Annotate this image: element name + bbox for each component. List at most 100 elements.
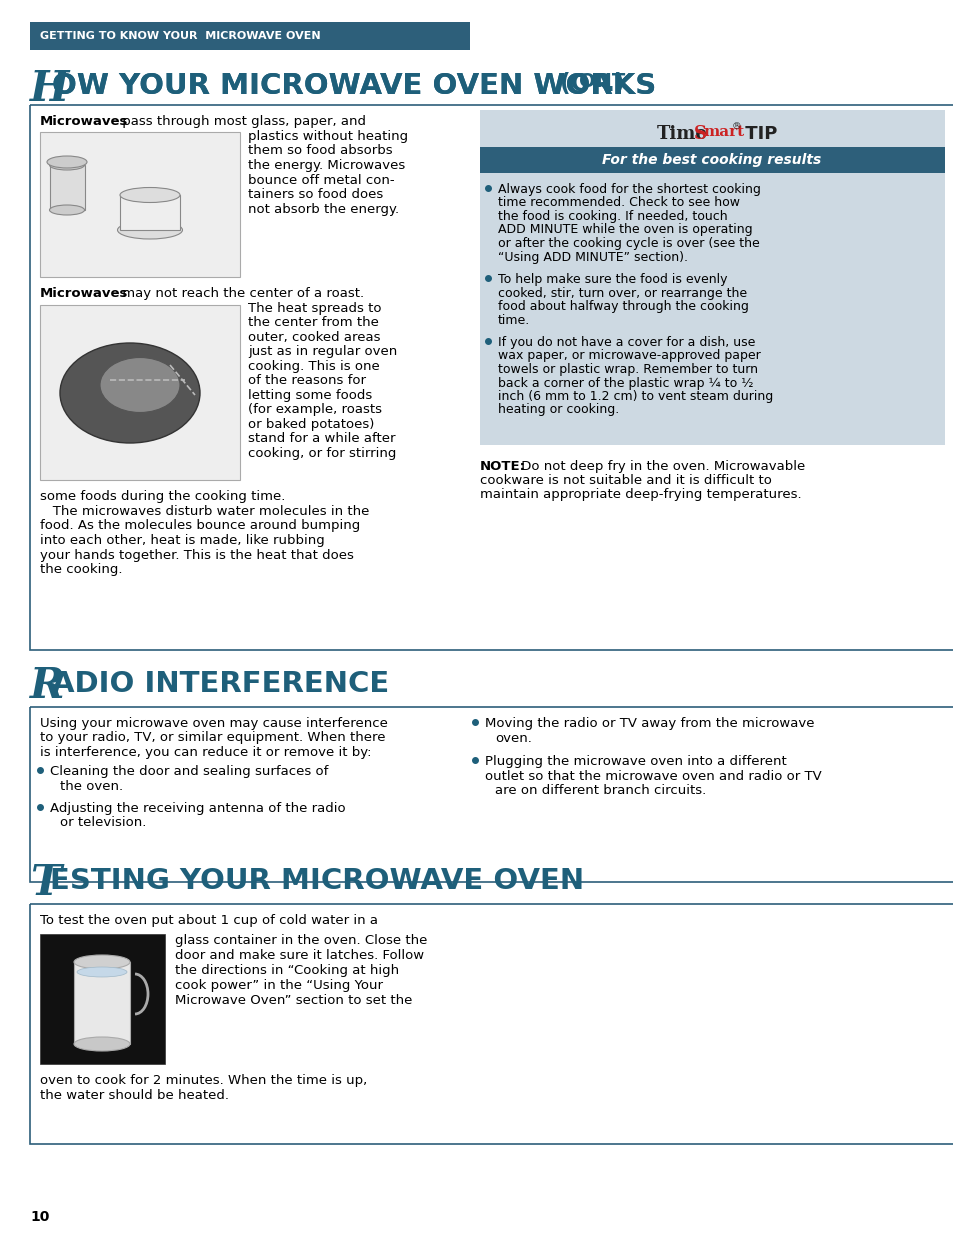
Ellipse shape (50, 205, 85, 215)
Text: into each other, heat is made, like rubbing: into each other, heat is made, like rubb… (40, 534, 324, 547)
Bar (479, 110, 944, 445)
Text: or after the cooking cycle is over (see the: or after the cooking cycle is over (see … (497, 237, 759, 249)
Text: ADD MINUTE while the oven is operating: ADD MINUTE while the oven is operating (497, 224, 752, 236)
Bar (120, 195, 180, 230)
Text: T: T (30, 862, 61, 904)
Text: towels or plastic wrap. Remember to turn: towels or plastic wrap. Remember to turn (497, 363, 758, 375)
Text: cooked, stir, turn over, or rearrange the: cooked, stir, turn over, or rearrange th… (497, 287, 746, 300)
Text: (for example, roasts: (for example, roasts (248, 404, 381, 416)
Text: your hands together. This is the heat that does: your hands together. This is the heat th… (40, 548, 354, 562)
Text: OW YOUR MICROWAVE OVEN WORKS: OW YOUR MICROWAVE OVEN WORKS (52, 72, 656, 100)
Text: heating or cooking.: heating or cooking. (497, 404, 618, 416)
Text: Microwave Oven” section to set the: Microwave Oven” section to set the (174, 994, 412, 1007)
Text: cooking, or for stirring: cooking, or for stirring (248, 447, 395, 459)
Text: OW YOUR MICROWAVE OVEN WORKS: OW YOUR MICROWAVE OVEN WORKS (52, 72, 656, 100)
Text: Microwaves: Microwaves (40, 287, 129, 300)
Text: time recommended. Check to see how: time recommended. Check to see how (497, 196, 740, 210)
Ellipse shape (74, 1037, 130, 1051)
Text: the water should be heated.: the water should be heated. (40, 1089, 229, 1102)
Text: to your radio, TV, or similar equipment. When there: to your radio, TV, or similar equipment.… (40, 731, 385, 745)
Text: (C: (C (559, 72, 587, 96)
Text: letting some foods: letting some foods (248, 389, 372, 403)
Text: Using your microwave oven may cause interference: Using your microwave oven may cause inte… (40, 718, 388, 730)
Bar (30, 105, 953, 650)
Bar (30, 22, 470, 49)
Text: just as in regular oven: just as in regular oven (248, 346, 396, 358)
Text: Adjusting the receiving antenna of the radio: Adjusting the receiving antenna of the r… (50, 802, 345, 815)
Text: the energy. Microwaves: the energy. Microwaves (248, 159, 405, 172)
Bar (50, 165, 85, 210)
Text: 10: 10 (30, 1210, 50, 1224)
Text: ESTING YOUR MICROWAVE OVEN: ESTING YOUR MICROWAVE OVEN (50, 867, 583, 895)
Text: wax paper, or microwave-approved paper: wax paper, or microwave-approved paper (497, 350, 760, 363)
Text: “Using ADD MINUTE” section).: “Using ADD MINUTE” section). (497, 251, 687, 263)
Text: bounce off metal con-: bounce off metal con- (248, 173, 395, 186)
Text: cook power” in the “Using Your: cook power” in the “Using Your (174, 979, 382, 992)
Text: Do not deep fry in the oven. Microwavable: Do not deep fry in the oven. Microwavabl… (517, 459, 804, 473)
Text: back a corner of the plastic wrap ¼ to ½: back a corner of the plastic wrap ¼ to ½ (497, 377, 753, 389)
Text: glass container in the oven. Close the: glass container in the oven. Close the (174, 934, 427, 947)
Text: cookware is not suitable and it is difficult to: cookware is not suitable and it is diffi… (479, 474, 771, 487)
Text: Cleaning the door and sealing surfaces of: Cleaning the door and sealing surfaces o… (50, 764, 328, 778)
Text: H: H (30, 68, 70, 110)
Text: cooking. This is one: cooking. This is one (248, 359, 379, 373)
Text: The heat spreads to: The heat spreads to (248, 303, 381, 315)
Text: food about halfway through the cooking: food about halfway through the cooking (497, 300, 748, 312)
Text: some foods during the cooking time.: some foods during the cooking time. (40, 490, 285, 503)
Text: of the reasons for: of the reasons for (248, 374, 366, 388)
Text: mart: mart (703, 125, 744, 140)
Bar (30, 706, 953, 882)
Text: is interference, you can reduce it or remove it by:: is interference, you can reduce it or re… (40, 746, 371, 760)
Ellipse shape (47, 156, 87, 168)
Text: door and make sure it latches. Follow: door and make sure it latches. Follow (174, 948, 424, 962)
Text: ®: ® (731, 122, 741, 131)
Ellipse shape (100, 357, 180, 412)
Bar (479, 147, 944, 173)
Text: outlet so that the microwave oven and radio or TV: outlet so that the microwave oven and ra… (484, 769, 821, 783)
Text: NOTE:: NOTE: (479, 459, 525, 473)
Text: the directions in “Cooking at high: the directions in “Cooking at high (174, 965, 398, 977)
Text: not absorb the energy.: not absorb the energy. (248, 203, 398, 215)
Text: The microwaves disturb water molecules in the: The microwaves disturb water molecules i… (40, 505, 369, 517)
Text: Time: Time (657, 125, 707, 143)
Bar (30, 904, 953, 1144)
Text: To help make sure the food is evenly: To help make sure the food is evenly (497, 273, 727, 287)
Text: Moving the radio or TV away from the microwave: Moving the radio or TV away from the mic… (484, 718, 814, 730)
Bar (40, 132, 240, 277)
Bar (40, 934, 165, 1065)
Bar (74, 962, 130, 1044)
Text: the center from the: the center from the (248, 316, 378, 330)
Text: outer, cooked areas: outer, cooked areas (248, 331, 380, 345)
Text: the cooking.: the cooking. (40, 563, 122, 576)
Text: them so food absorbs: them so food absorbs (248, 144, 393, 158)
Text: stand for a while after: stand for a while after (248, 432, 395, 446)
Text: inch (6 mm to 1.2 cm) to vent steam during: inch (6 mm to 1.2 cm) to vent steam duri… (497, 390, 773, 403)
Bar (40, 305, 240, 480)
Text: food. As the molecules bounce around bumping: food. As the molecules bounce around bum… (40, 520, 360, 532)
Ellipse shape (117, 221, 182, 240)
Text: For the best cooking results: For the best cooking results (601, 153, 821, 167)
Text: oven to cook for 2 minutes. When the time is up,: oven to cook for 2 minutes. When the tim… (40, 1074, 367, 1087)
Ellipse shape (74, 955, 130, 969)
Text: may not reach the center of a roast.: may not reach the center of a roast. (118, 287, 364, 300)
Ellipse shape (77, 967, 127, 977)
Text: maintain appropriate deep-frying temperatures.: maintain appropriate deep-frying tempera… (479, 488, 801, 501)
Text: time.: time. (497, 314, 530, 326)
Text: oven.: oven. (495, 731, 532, 745)
Text: pass through most glass, paper, and: pass through most glass, paper, and (118, 115, 366, 128)
Text: S: S (693, 125, 706, 143)
Text: ONT: ONT (578, 72, 624, 91)
Text: the oven.: the oven. (60, 779, 123, 793)
Ellipse shape (120, 188, 180, 203)
Ellipse shape (50, 161, 85, 170)
Text: To test the oven put about 1 cup of cold water in a: To test the oven put about 1 cup of cold… (40, 914, 377, 927)
Text: are on different branch circuits.: are on different branch circuits. (495, 784, 705, 797)
Text: .): .) (605, 72, 625, 96)
Text: If you do not have a cover for a dish, use: If you do not have a cover for a dish, u… (497, 336, 755, 350)
Text: plastics without heating: plastics without heating (248, 130, 408, 143)
Text: Plugging the microwave oven into a different: Plugging the microwave oven into a diffe… (484, 755, 786, 768)
Text: R: R (30, 664, 65, 706)
Text: or television.: or television. (60, 816, 146, 830)
Text: Always cook food for the shortest cooking: Always cook food for the shortest cookin… (497, 183, 760, 196)
Text: the food is cooking. If needed, touch: the food is cooking. If needed, touch (497, 210, 727, 224)
